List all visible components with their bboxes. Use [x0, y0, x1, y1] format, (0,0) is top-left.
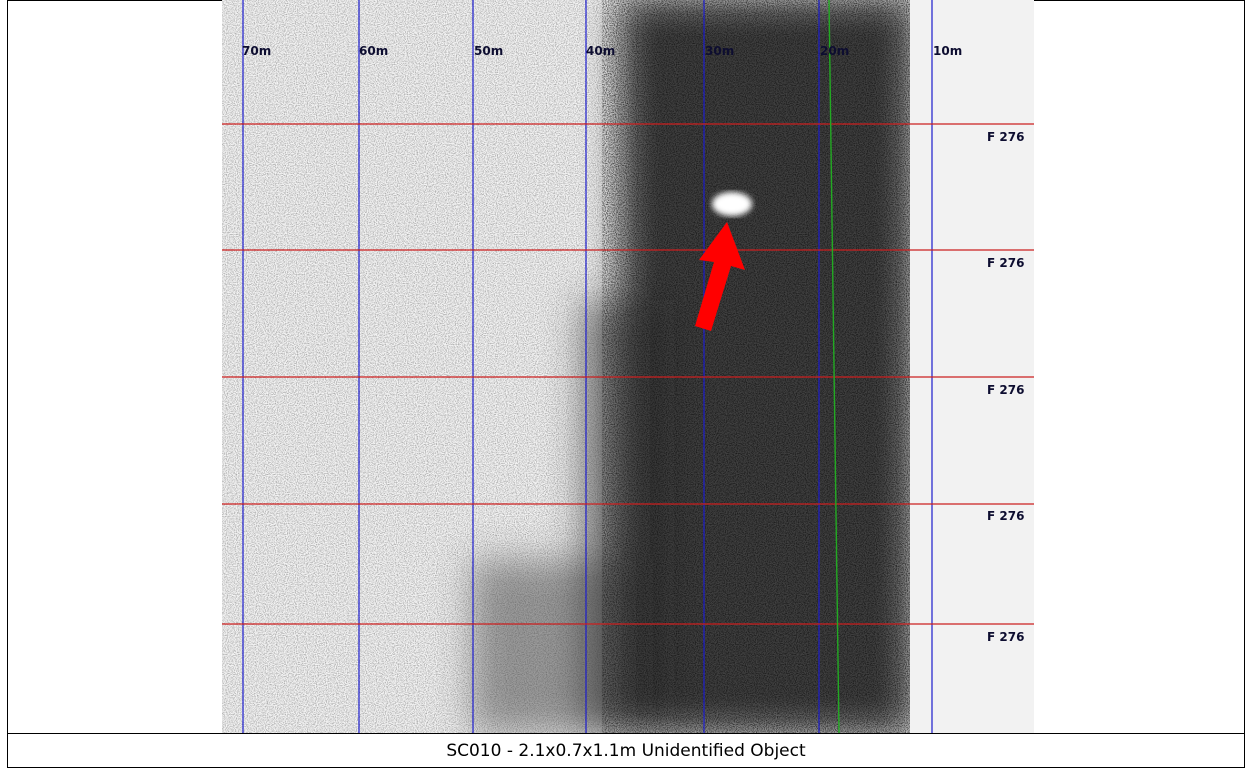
- fix-label: F 276: [987, 383, 1025, 397]
- fix-label: F 276: [987, 630, 1025, 644]
- range-label-50m: 50m: [474, 44, 504, 58]
- range-label-40m: 40m: [586, 44, 616, 58]
- nadir-track-line: [828, 0, 840, 733]
- sonar-graphic: [222, 0, 1034, 733]
- fix-label: F 276: [987, 256, 1025, 270]
- range-label-10m: 10m: [933, 44, 963, 58]
- fix-label: F 276: [987, 130, 1025, 144]
- sidescan-sonar-image: 70m 60m 50m 40m 30m 20m 10m F 276 F 276 …: [222, 0, 1034, 733]
- red-arrow-marker: [695, 222, 745, 331]
- range-label-60m: 60m: [359, 44, 389, 58]
- range-label-30m: 30m: [705, 44, 735, 58]
- target-object: [712, 192, 752, 216]
- range-label-70m: 70m: [242, 44, 272, 58]
- range-label-20m: 20m: [820, 44, 850, 58]
- table-row-divider: [7, 733, 1245, 734]
- image-caption: SC010 - 2.1x0.7x1.1m Unidentified Object: [446, 741, 806, 761]
- fix-label: F 276: [987, 509, 1025, 523]
